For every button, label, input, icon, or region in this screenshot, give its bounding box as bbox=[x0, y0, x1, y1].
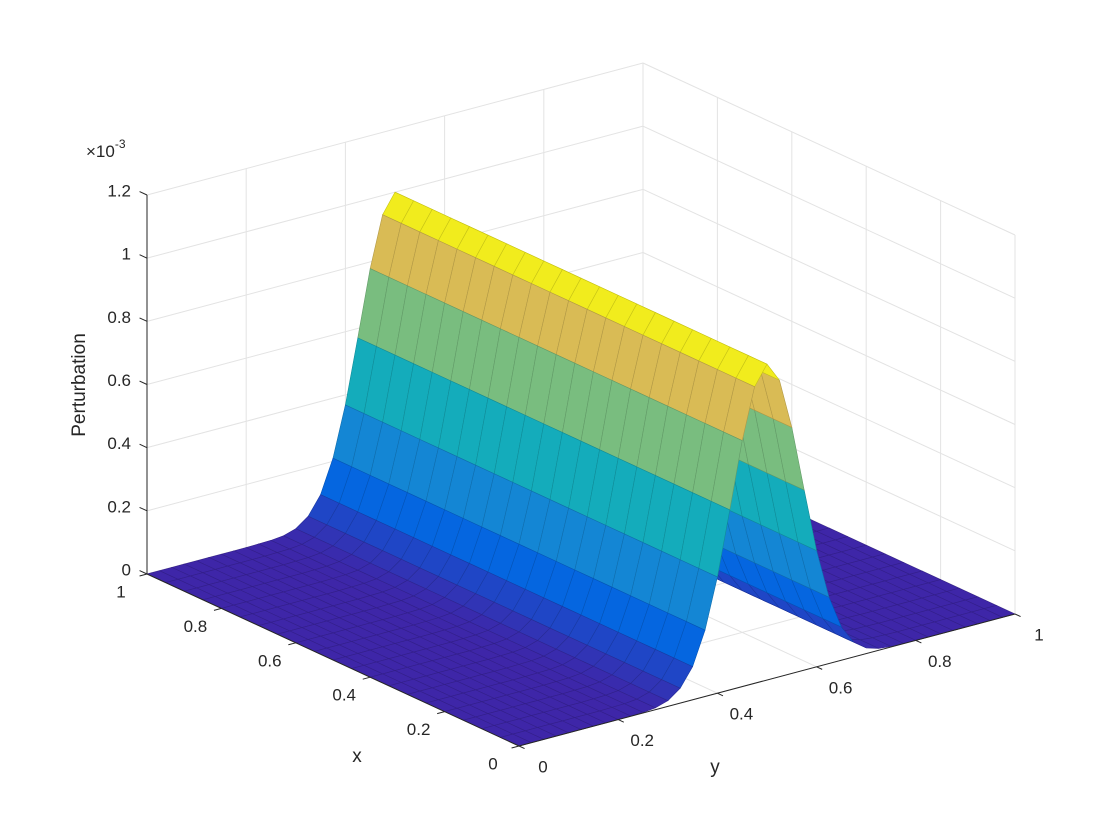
z-tick bbox=[139, 191, 148, 196]
exponent-base: ×10 bbox=[86, 142, 115, 161]
x-tick-label: 1 bbox=[116, 582, 125, 601]
z-tick-label: 0.4 bbox=[107, 434, 131, 453]
grid-line bbox=[146, 62, 644, 196]
z-axis-label: Perturbation bbox=[69, 333, 90, 437]
y-tick-label: 0.8 bbox=[928, 652, 952, 671]
y-axis-label: y bbox=[710, 757, 720, 778]
x-tick bbox=[139, 573, 148, 577]
y-tick-label: 0 bbox=[538, 757, 547, 776]
z-tick-label: 1 bbox=[122, 245, 131, 264]
x-tick-label: 0.8 bbox=[184, 617, 208, 636]
grid-line bbox=[642, 188, 1016, 362]
y-tick-label: 0.2 bbox=[630, 731, 654, 750]
z-tick-label: 0 bbox=[122, 560, 131, 579]
z-tick bbox=[139, 570, 148, 575]
x-tick-label: 0.6 bbox=[258, 651, 282, 670]
x-tick bbox=[288, 642, 296, 646]
axes: 0 0.2 0.4 0.6 0.8 1 0 0.2 0.4 0.6 0.8 1 0 0.2 0.4 0.6 0.… bbox=[107, 181, 1043, 776]
x-tick-label: 0.2 bbox=[407, 720, 431, 739]
y-tick bbox=[816, 666, 823, 670]
x-tick-label: 0 bbox=[488, 754, 497, 773]
z-tick-label: 0.6 bbox=[107, 371, 131, 390]
x-tick bbox=[437, 711, 445, 715]
x-axis-label: x bbox=[352, 746, 362, 767]
x-tick bbox=[511, 745, 520, 749]
surface bbox=[146, 191, 1016, 747]
z-tick-label: 1.2 bbox=[107, 181, 131, 200]
x-axis-line bbox=[146, 573, 520, 747]
y-tick bbox=[915, 639, 922, 644]
z-exponent: ×10-3 bbox=[86, 137, 126, 161]
y-tick bbox=[518, 745, 525, 750]
grid-line bbox=[642, 125, 1016, 299]
x-tick bbox=[213, 607, 222, 611]
z-tick bbox=[139, 506, 148, 512]
y-axis-line bbox=[518, 613, 1016, 747]
y-tick-label: 1 bbox=[1034, 625, 1043, 644]
z-tick bbox=[139, 443, 148, 449]
y-tick-label: 0.6 bbox=[829, 678, 853, 697]
grid-line bbox=[642, 252, 1016, 425]
x-tick bbox=[362, 676, 371, 680]
x-tick-label: 0.4 bbox=[332, 686, 356, 705]
z-tick bbox=[139, 380, 148, 385]
exponent-power: -3 bbox=[115, 137, 126, 151]
grid-line bbox=[642, 62, 1016, 236]
y-tick bbox=[617, 719, 624, 723]
y-tick-label: 0.4 bbox=[730, 705, 754, 724]
y-tick bbox=[717, 692, 724, 697]
z-tick-label: 0.2 bbox=[107, 497, 131, 516]
z-tick-label: 0.8 bbox=[107, 308, 131, 327]
z-tick bbox=[139, 317, 148, 322]
y-tick bbox=[1014, 613, 1021, 618]
z-tick bbox=[139, 254, 148, 259]
